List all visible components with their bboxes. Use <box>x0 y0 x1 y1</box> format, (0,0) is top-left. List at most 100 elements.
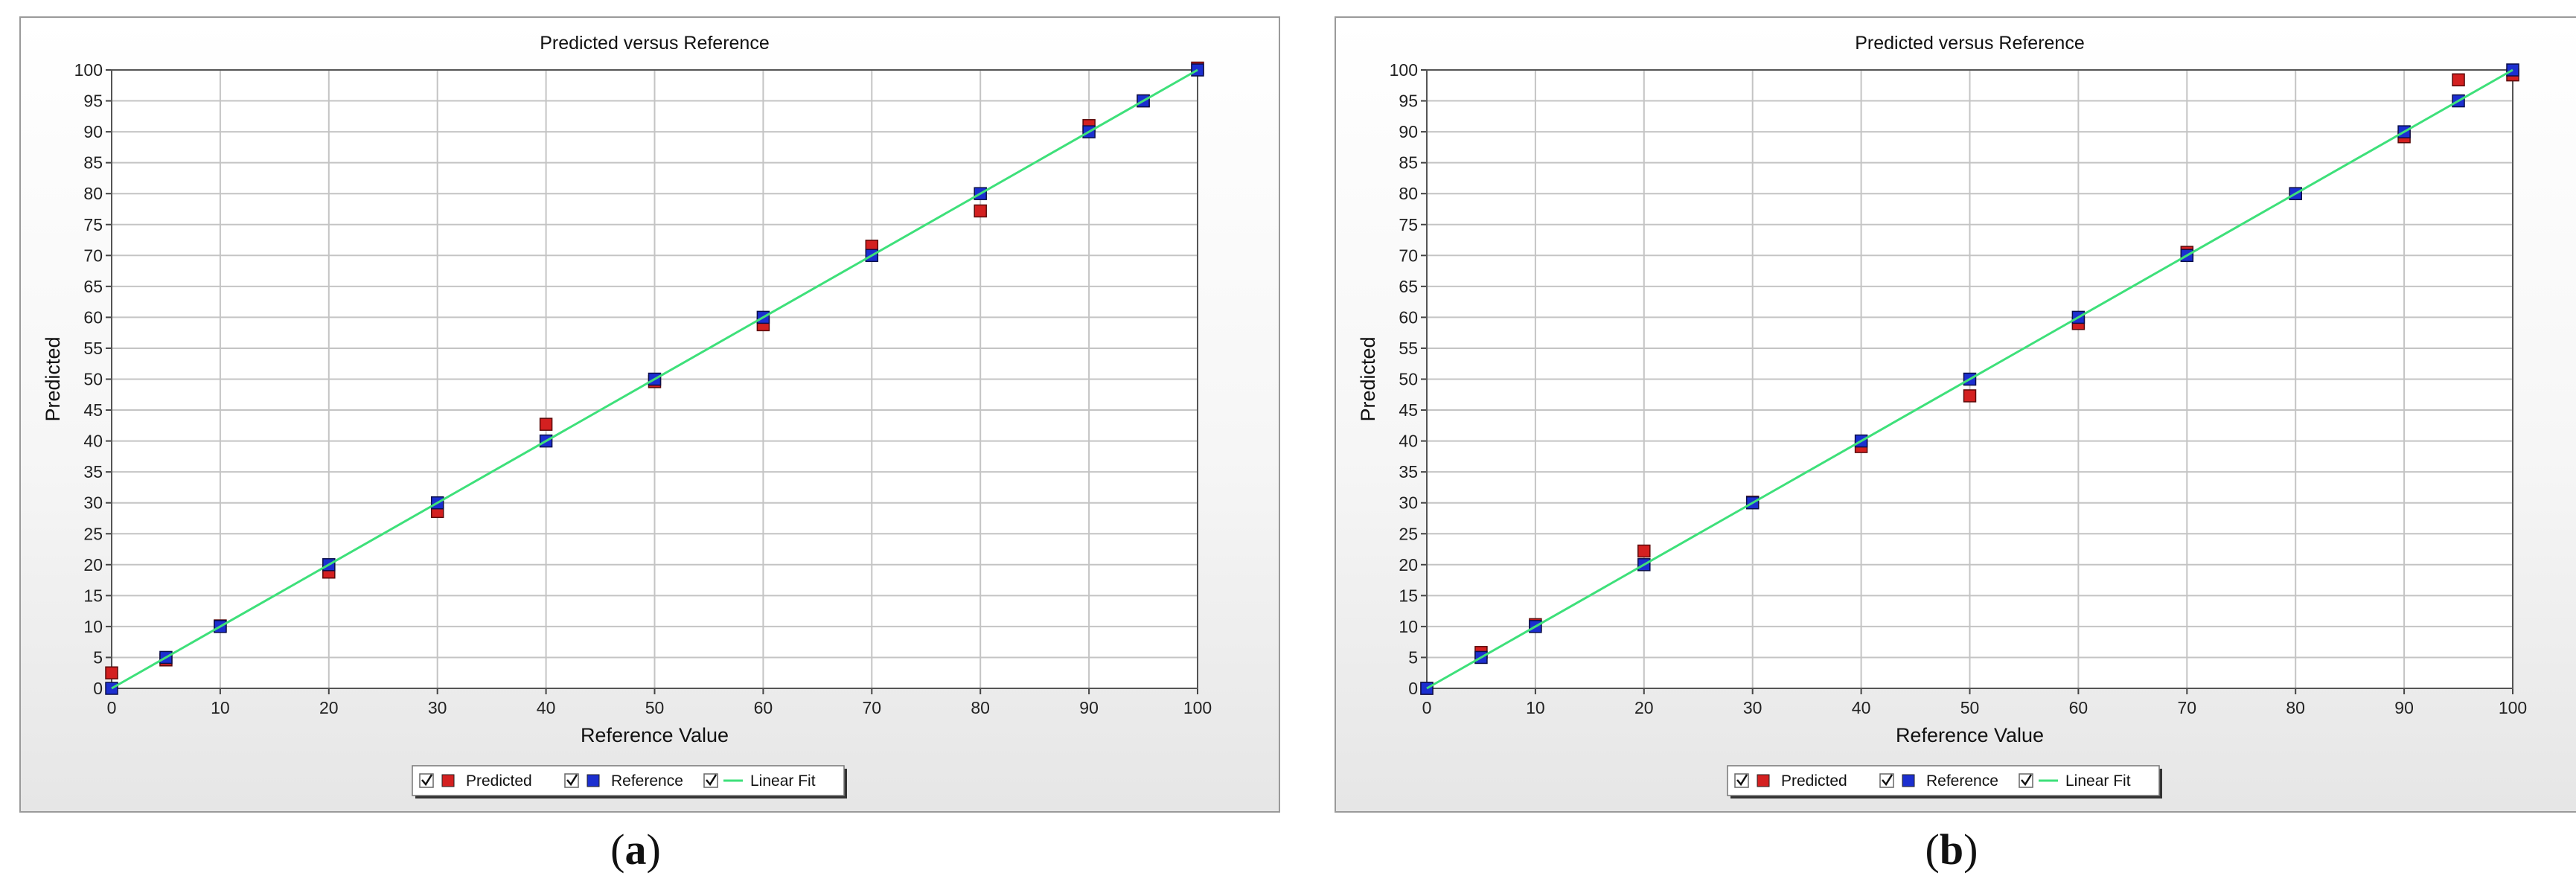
checkmark-icon <box>1882 774 1893 787</box>
caption-letter-b: b <box>1939 825 1964 874</box>
y-tick-label: 45 <box>1399 400 1418 420</box>
y-tick-label: 85 <box>1399 153 1418 173</box>
chart-panel-a: Predicted versus Reference 0 5 10 15 20 25 30 35… <box>19 16 1280 813</box>
y-tick-label: 70 <box>1399 246 1418 265</box>
x-tick-label: 90 <box>1079 698 1099 717</box>
x-tick-label: 100 <box>2499 698 2527 717</box>
checkmark-icon <box>2021 774 2033 787</box>
checkmark-icon <box>421 774 433 787</box>
y-tick-label: 55 <box>1399 339 1418 358</box>
y-tick-label: 75 <box>83 215 103 234</box>
y-tick-label: 5 <box>1408 647 1418 667</box>
y-tick-label: 75 <box>1399 215 1418 234</box>
y-tick-label: 15 <box>1399 586 1418 605</box>
y-tick-label: 20 <box>1399 555 1418 574</box>
scatter-chart-b: Predicted versus Reference 0 5 10 15 20 25 30 35… <box>1357 33 2527 798</box>
y-tick-label: 60 <box>1399 307 1418 327</box>
checkmark-icon <box>566 774 578 787</box>
plot-frame <box>1426 69 2513 689</box>
x-tick-label: 40 <box>537 698 556 717</box>
y-tick-label: 35 <box>1399 462 1418 481</box>
y-tick-label: 55 <box>83 339 103 358</box>
legend-label: Reference <box>611 772 683 790</box>
y-tick-label: 25 <box>1399 524 1418 543</box>
x-tick-label: 80 <box>2286 698 2305 717</box>
y-tick-label: 100 <box>1390 60 1418 80</box>
x-tick-label: 50 <box>1960 698 1980 717</box>
y-tick-label: 30 <box>1399 493 1418 513</box>
x-tick-label: 60 <box>2069 698 2088 717</box>
y-tick-label: 95 <box>1399 92 1418 111</box>
y-tick-label: 50 <box>83 370 103 389</box>
y-tick-label: 10 <box>83 617 103 636</box>
x-tick-label: 70 <box>2178 698 2197 717</box>
legend-swatch <box>1757 774 1770 787</box>
x-axis-label: Reference Value <box>581 724 729 746</box>
chart-panel-b: Predicted versus Reference 0 5 10 15 20 25 30 35… <box>1335 16 2576 813</box>
y-tick-label: 40 <box>83 432 103 451</box>
x-tick-label: 50 <box>645 698 665 717</box>
y-axis-label: Predicted <box>1357 336 1379 421</box>
legend-swatch <box>587 774 600 787</box>
y-tick-label: 80 <box>1399 184 1418 203</box>
y-tick-label: 0 <box>1408 679 1418 698</box>
y-tick-label: 35 <box>83 462 103 481</box>
chart-title: Predicted versus Reference <box>1855 33 2084 54</box>
predicted-point <box>1963 389 1977 403</box>
y-tick-label: 0 <box>93 679 103 698</box>
y-tick-label: 50 <box>1399 370 1418 389</box>
linear-fit-line <box>111 68 1198 690</box>
y-tick-label: 80 <box>83 184 103 203</box>
x-tick-label: 60 <box>754 698 773 717</box>
x-tick-label: 30 <box>1743 698 1762 717</box>
plot-frame <box>111 69 1198 689</box>
legend-label: Reference <box>1926 772 1998 790</box>
panel-caption-a: (a) <box>610 825 661 874</box>
x-tick-label: 0 <box>1422 698 1432 717</box>
predicted-point <box>539 417 553 431</box>
y-tick-label: 85 <box>83 153 103 173</box>
y-tick-label: 40 <box>1399 432 1418 451</box>
x-tick-label: 0 <box>107 698 117 717</box>
y-tick-label: 10 <box>1399 617 1418 636</box>
predicted-point <box>105 666 118 679</box>
y-tick-label: 100 <box>74 60 103 80</box>
legend-label: Predicted <box>1781 772 1847 790</box>
x-tick-label: 80 <box>971 698 990 717</box>
legend-label: Predicted <box>466 772 532 790</box>
caption-letter-a: a <box>624 825 647 874</box>
linear-fit-line <box>1426 68 2513 690</box>
x-tick-label: 90 <box>2394 698 2414 717</box>
panel-caption-b: (b) <box>1925 825 1978 874</box>
y-tick-label: 70 <box>83 246 103 265</box>
x-tick-label: 40 <box>1852 698 1871 717</box>
predicted-point <box>1637 544 1651 558</box>
legend-swatch <box>441 774 455 787</box>
y-tick-label: 30 <box>83 493 103 513</box>
y-tick-label: 15 <box>83 586 103 605</box>
x-tick-label: 70 <box>863 698 882 717</box>
x-tick-label: 10 <box>211 698 230 717</box>
y-axis-label: Predicted <box>42 336 64 421</box>
legend: Predicted Reference Linear Fit <box>1727 765 2162 798</box>
x-tick-label: 30 <box>428 698 447 717</box>
legend-label: Linear Fit <box>2065 772 2131 790</box>
y-tick-label: 20 <box>83 555 103 574</box>
y-tick-label: 5 <box>93 647 103 667</box>
legend-label: Linear Fit <box>750 772 816 790</box>
checkmark-icon <box>1736 774 1748 787</box>
x-axis-label: Reference Value <box>1896 724 2044 746</box>
predicted-point <box>974 204 987 218</box>
y-tick-label: 25 <box>83 524 103 543</box>
x-tick-label: 10 <box>1526 698 1545 717</box>
legend-box <box>1727 765 2160 796</box>
legend: Predicted Reference Linear Fit <box>412 765 847 798</box>
x-tick-label: 20 <box>1634 698 1654 717</box>
checkmark-icon <box>706 774 717 787</box>
scatter-chart-a: Predicted versus Reference 0 5 10 15 20 25 30 35… <box>42 33 1212 798</box>
y-tick-label: 60 <box>83 307 103 327</box>
x-tick-label: 20 <box>319 698 339 717</box>
chart-title: Predicted versus Reference <box>540 33 769 54</box>
y-tick-label: 90 <box>1399 122 1418 141</box>
predicted-point <box>2452 73 2465 87</box>
